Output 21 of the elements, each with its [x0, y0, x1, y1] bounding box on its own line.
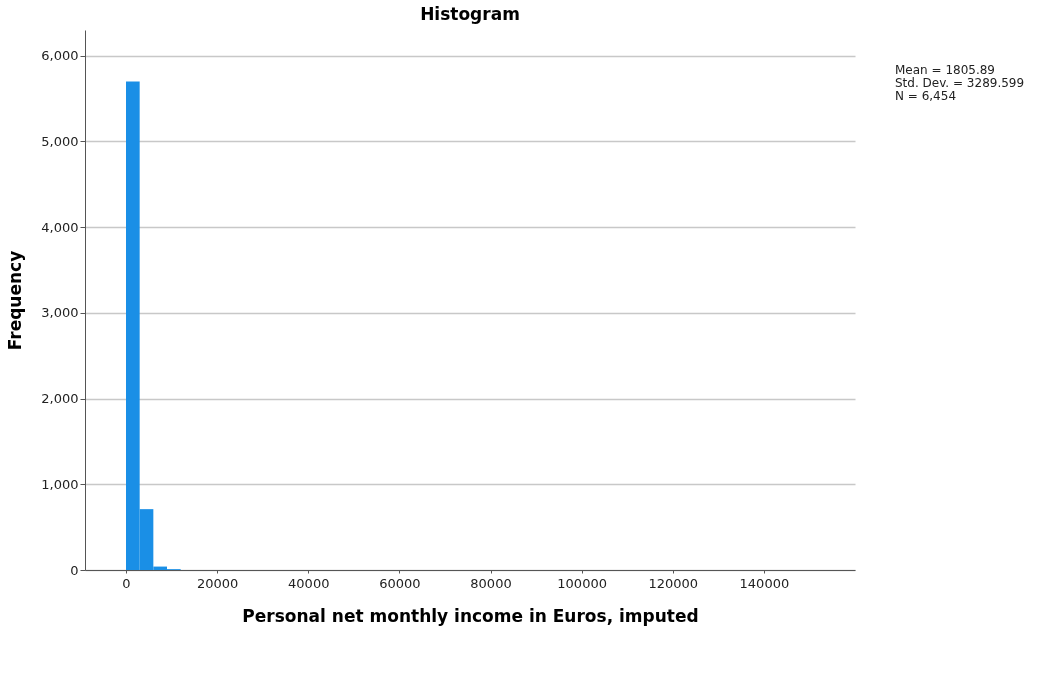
x-tick-label: 0: [122, 575, 131, 591]
x-tick-label: 120000: [648, 575, 699, 591]
y-tick-label: 5,000: [41, 133, 79, 149]
y-tick-label: 2,000: [41, 391, 79, 407]
y-tick-label: 1,000: [41, 476, 79, 492]
y-tick-label: 3,000: [41, 305, 79, 321]
text: Std. Dev. = 3289.599: [895, 76, 1025, 90]
x-tick-label: 100000: [557, 575, 607, 591]
x-tick-label: 140000: [739, 575, 790, 591]
y-tick-label: 4,000: [41, 219, 79, 235]
x-tick-label: 80000: [470, 575, 512, 591]
y-tick-label: 6,000: [41, 48, 79, 64]
y-axis-title: Frequency: [5, 250, 26, 351]
x-tick-label: 20000: [196, 575, 239, 591]
x-axis-title: Personal net monthly income in Euros, imputed: [242, 605, 699, 626]
x-tick-label: 60000: [379, 575, 421, 591]
y-tick-label: 0: [70, 562, 79, 578]
chart-title: Histogram: [420, 4, 520, 24]
text: N = 6,454: [895, 89, 957, 103]
x-tick-label: 40000: [288, 575, 330, 591]
text: Mean = 1805.89: [895, 63, 996, 77]
